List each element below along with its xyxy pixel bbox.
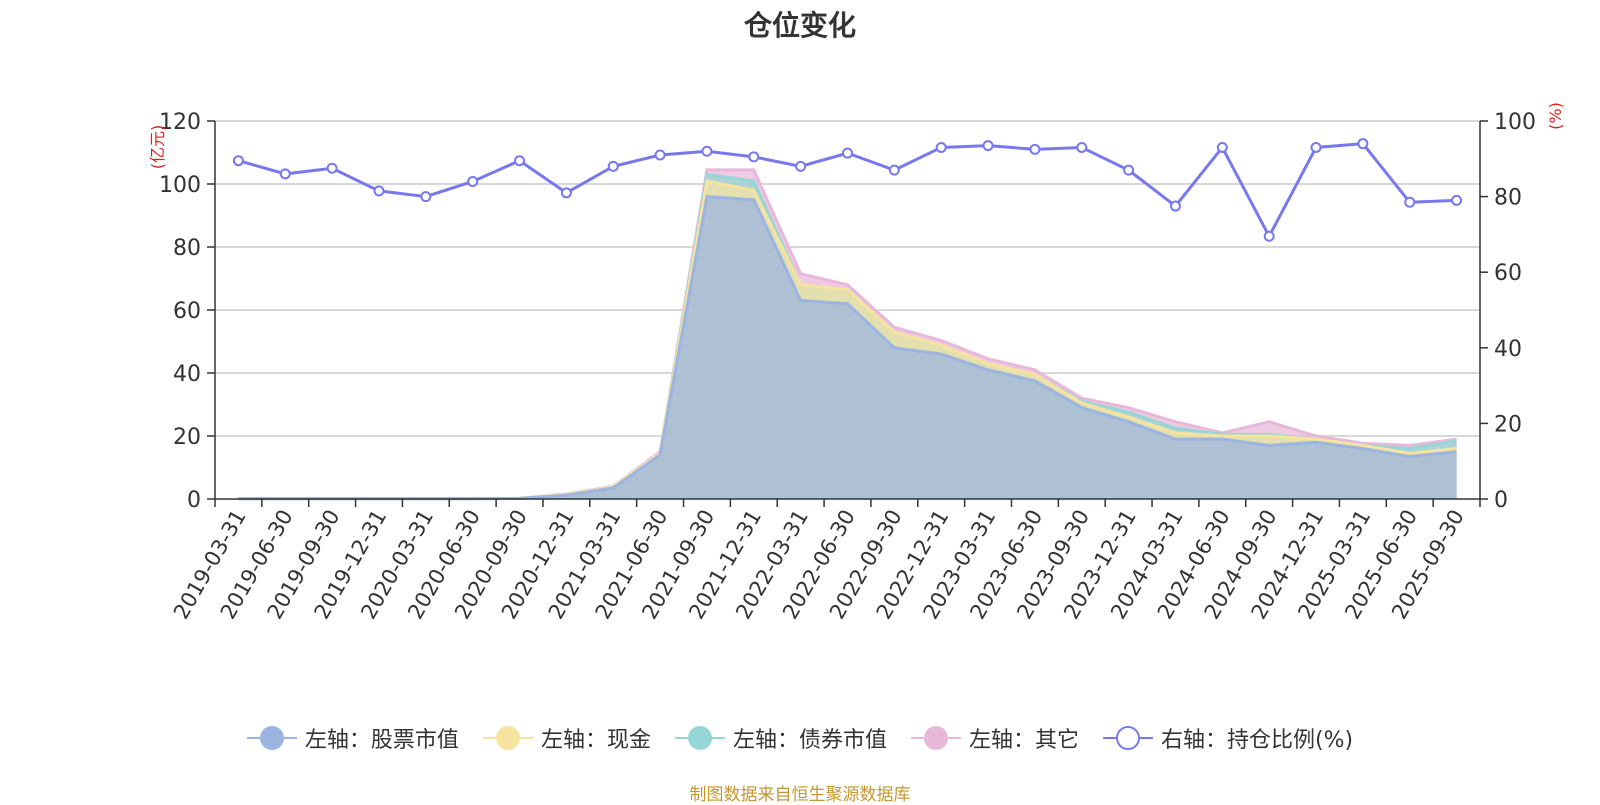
stacked-areas [238, 168, 1457, 501]
legend-item[interactable]: 左轴：债券市值 [674, 722, 887, 754]
right-tick-label: 0 [1494, 488, 1508, 513]
ratio-point [1263, 230, 1275, 242]
ratio-point [935, 141, 947, 153]
left-axis-unit: (亿元) [148, 125, 167, 170]
area-0 [238, 196, 1457, 499]
legend: 左轴：股票市值 左轴：现金 左轴：债券市值 左轴：其它 右轴：持仓比例(%) [0, 722, 1600, 754]
ratio-point [701, 145, 713, 157]
legend-symbol [246, 725, 297, 751]
legend-symbol [910, 725, 961, 751]
ratio-point [748, 151, 760, 163]
legend-label: 右轴：持仓比例(%) [1160, 728, 1354, 753]
legend-item[interactable]: 左轴：其它 [910, 722, 1079, 754]
ratio-point [1216, 141, 1228, 153]
ratio-point [1404, 196, 1416, 208]
legend-label: 左轴：债券市值 [732, 728, 887, 753]
legend-symbol [674, 725, 725, 751]
right-tick-label: 40 [1494, 337, 1522, 362]
legend-label: 左轴：现金 [540, 728, 651, 753]
ratio-point [326, 162, 338, 174]
ratio-point [1310, 141, 1322, 153]
legend-label: 左轴：股票市值 [304, 728, 459, 753]
left-tick-label: 120 [159, 110, 201, 135]
ratio-point [1123, 164, 1135, 176]
position-change-chart: 020406080100120020406080100(亿元)(%)2019-0… [148, 102, 1565, 623]
right-axis-unit: (%) [1546, 102, 1565, 130]
legend-item[interactable]: 左轴：股票市值 [246, 722, 459, 754]
ratio-point [514, 155, 526, 167]
ratio-point [654, 149, 666, 161]
right-tick-label: 20 [1494, 412, 1522, 437]
legend-label: 左轴：其它 [968, 728, 1079, 753]
data-source-note: 制图数据来自恒生聚源数据库 [689, 785, 911, 805]
left-tick-label: 20 [173, 425, 201, 450]
right-tick-label: 100 [1494, 110, 1536, 135]
legend-symbol [482, 725, 533, 751]
ratio-point [420, 191, 432, 203]
ratio-point [467, 175, 479, 187]
left-tick-label: 0 [187, 488, 201, 513]
ratio-point [607, 160, 619, 172]
ratio-point [888, 164, 900, 176]
ratio-point [560, 187, 572, 199]
ratio-point [795, 160, 807, 172]
right-tick-label: 80 [1494, 186, 1522, 211]
ratio-point [232, 155, 244, 167]
legend-item[interactable]: 右轴：持仓比例(%) [1102, 722, 1354, 754]
legend-item[interactable]: 左轴：现金 [482, 722, 651, 754]
legend-symbol [1102, 725, 1153, 751]
chart-title: 仓位变化 [743, 9, 856, 42]
right-tick-label: 60 [1494, 261, 1522, 286]
ratio-point [373, 185, 385, 197]
ratio-point [842, 147, 853, 159]
ratio-point [1357, 138, 1369, 150]
ratio-point [1169, 200, 1181, 212]
ratio-point [1029, 143, 1041, 155]
left-tick-label: 100 [159, 173, 201, 198]
ratio-point [982, 140, 994, 152]
left-tick-label: 60 [173, 299, 201, 324]
ratio-line [232, 138, 1463, 242]
ratio-point [1076, 141, 1088, 153]
ratio-point [279, 168, 291, 180]
left-tick-label: 40 [173, 362, 201, 387]
ratio-point [1451, 194, 1463, 206]
left-tick-label: 80 [173, 236, 201, 261]
